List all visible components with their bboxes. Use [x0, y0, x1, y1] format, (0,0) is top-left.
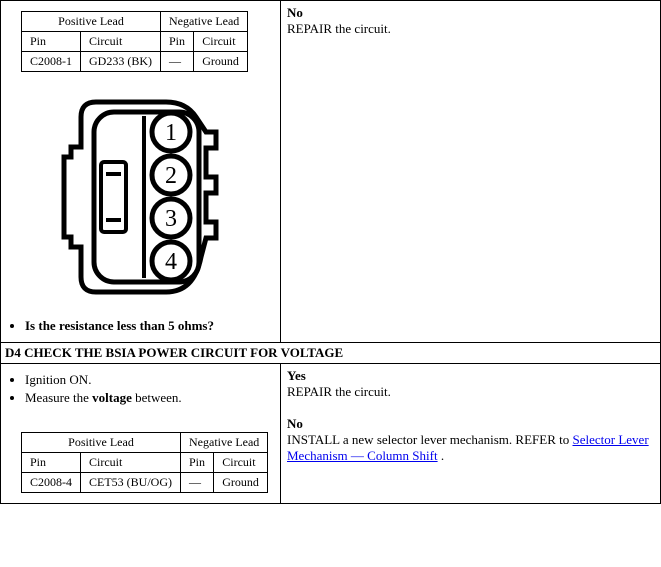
measure-pre: Measure the [25, 390, 92, 405]
lead-table-2: Positive Lead Negative Lead Pin Circuit … [21, 432, 268, 493]
table-cell: CET53 (BU/OG) [81, 473, 181, 493]
repair-text: REPAIR the circuit. [287, 21, 654, 37]
table-cell: C2008-4 [22, 473, 81, 493]
answer-no: No [287, 5, 654, 21]
circuit-header: Circuit [81, 32, 161, 52]
bullet-ignition: Ignition ON. [25, 372, 274, 388]
lead-table-1: Positive Lead Negative Lead Pin Circuit … [21, 11, 248, 72]
pin-header: Pin [22, 32, 81, 52]
row2-left: Ignition ON. Measure the voltage between… [1, 364, 281, 504]
pin-label-4: 4 [165, 249, 177, 275]
pin-header: Pin [181, 453, 214, 473]
measure-post: between. [132, 390, 182, 405]
diagnostic-table: Positive Lead Negative Lead Pin Circuit … [0, 0, 661, 504]
row2-right: Yes REPAIR the circuit. No INSTALL a new… [281, 364, 661, 504]
pin-label-3: 3 [165, 206, 177, 232]
row1-left: Positive Lead Negative Lead Pin Circuit … [1, 1, 281, 343]
resistance-question: Is the resistance less than 5 ohms? [25, 318, 274, 334]
circuit-header: Circuit [81, 453, 181, 473]
table-cell: — [161, 52, 194, 72]
pin-header: Pin [22, 453, 81, 473]
install-text: INSTALL a new selector lever mechanism. … [287, 432, 654, 464]
install-post: . [438, 448, 445, 463]
table-cell: GD233 (BK) [81, 52, 161, 72]
row1-right: No REPAIR the circuit. [281, 1, 661, 343]
table-cell: — [181, 473, 214, 493]
measure-bold: voltage [92, 390, 132, 405]
pin-label-2: 2 [165, 163, 177, 189]
table-cell: C2008-1 [22, 52, 81, 72]
pin-label-1: 1 [165, 120, 177, 146]
bullet-measure: Measure the voltage between. [25, 390, 274, 406]
pos-lead-header: Positive Lead [22, 433, 181, 453]
neg-lead-header: Negative Lead [161, 12, 248, 32]
table-cell: Ground [194, 52, 248, 72]
connector-diagram: 1 2 3 4 [46, 82, 236, 312]
repair-text: REPAIR the circuit. [287, 384, 654, 400]
answer-yes: Yes [287, 368, 654, 384]
circuit-header: Circuit [214, 453, 268, 473]
neg-lead-header: Negative Lead [181, 433, 268, 453]
step-header: D4 CHECK THE BSIA POWER CIRCUIT FOR VOLT… [1, 343, 661, 364]
pin-header: Pin [161, 32, 194, 52]
circuit-header: Circuit [194, 32, 248, 52]
answer-no: No [287, 416, 654, 432]
install-pre: INSTALL a new selector lever mechanism. … [287, 432, 573, 447]
table-cell: Ground [214, 473, 268, 493]
pos-lead-header: Positive Lead [22, 12, 161, 32]
